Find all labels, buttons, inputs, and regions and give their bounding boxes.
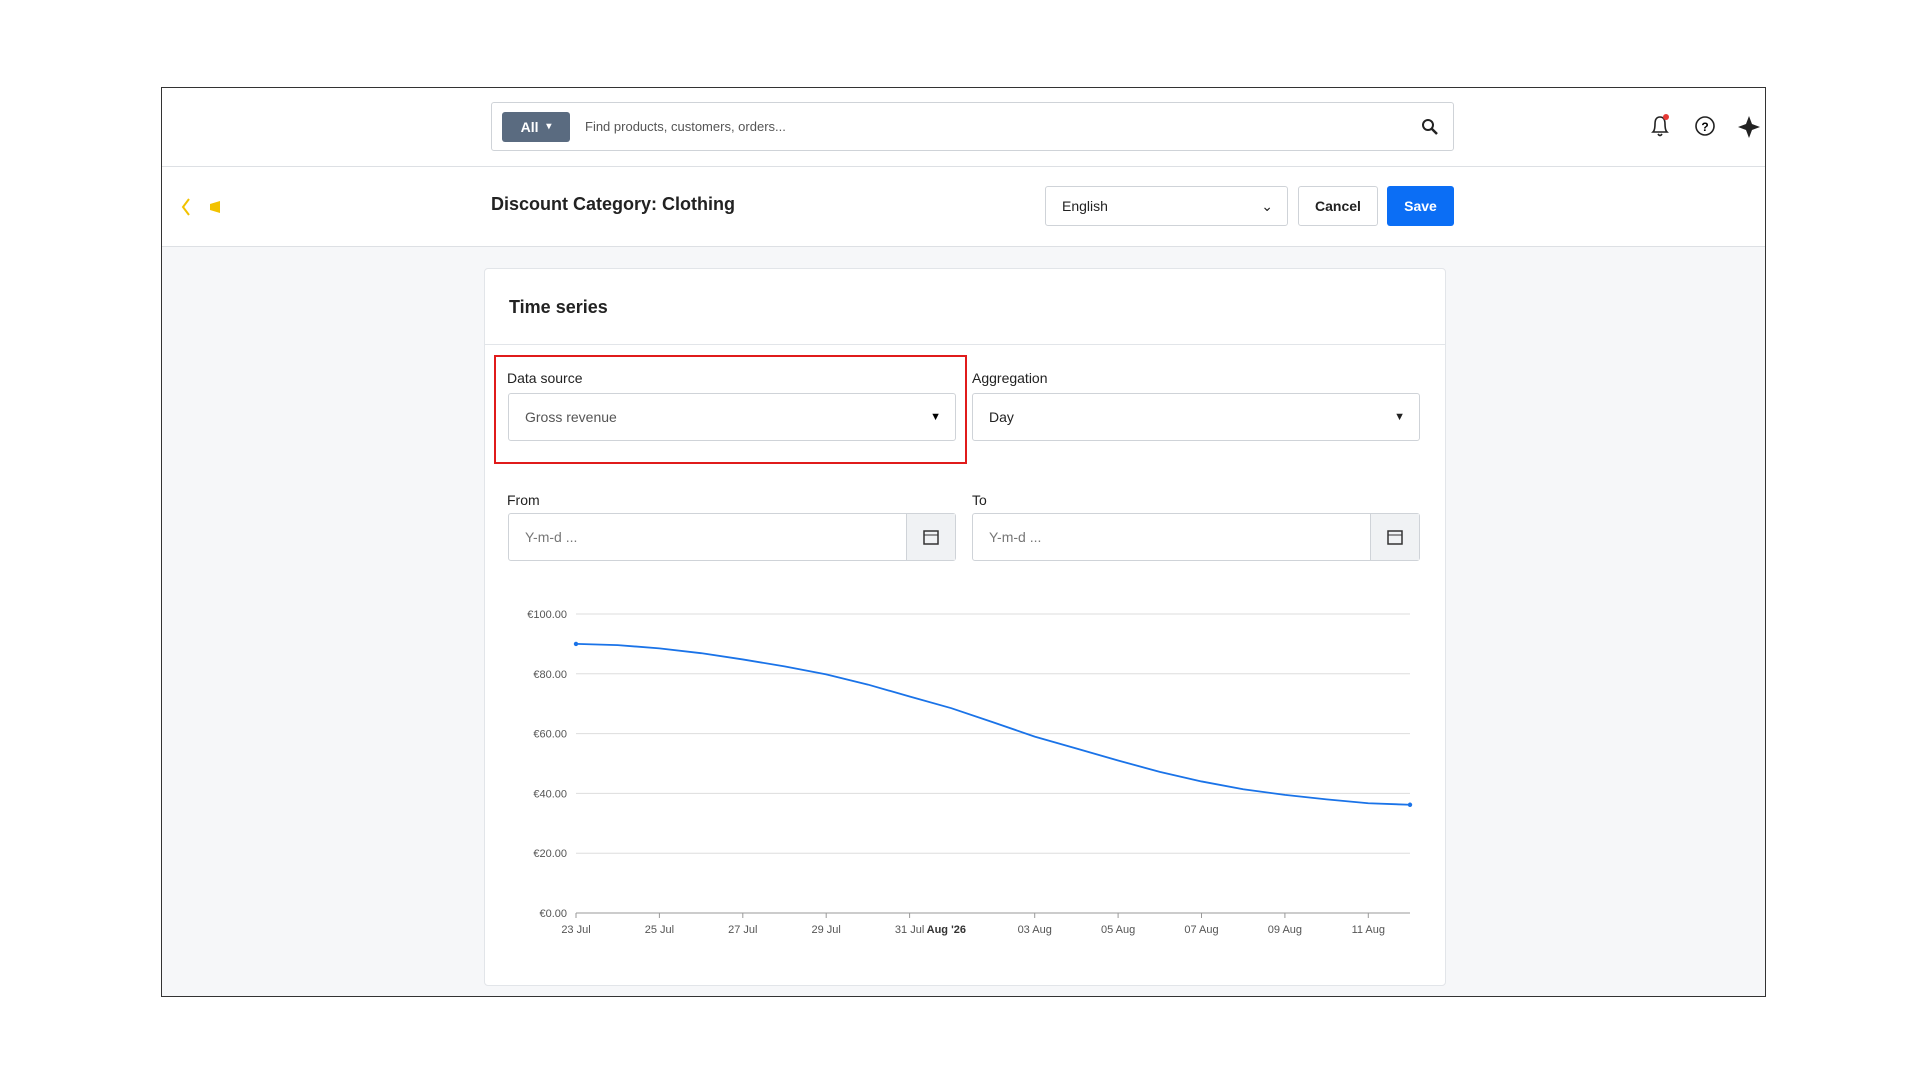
svg-text:?: ? <box>1701 120 1708 134</box>
select-value: Gross revenue <box>525 409 617 425</box>
placeholder: Y-m-d ... <box>989 529 1042 545</box>
scope-label: All <box>520 118 539 135</box>
cancel-button[interactable]: Cancel <box>1298 186 1378 226</box>
x-tick-label: 05 Aug <box>1101 924 1135 936</box>
field-label: To <box>972 492 987 508</box>
back-icons[interactable] <box>180 195 230 219</box>
x-tick-label: 31 Jul <box>895 924 924 936</box>
page-header: Discount Category: Clothing English ⌄ Can… <box>162 167 1765 247</box>
x-tick-label: Aug '26 <box>927 924 966 936</box>
y-tick-label: €20.00 <box>533 848 567 860</box>
field-label: From <box>507 492 540 508</box>
y-tick-label: €100.00 <box>527 609 567 621</box>
x-tick-label: 03 Aug <box>1018 924 1052 936</box>
divider <box>485 344 1445 345</box>
aggregation-select[interactable]: Day ▼ <box>972 393 1420 441</box>
language-value: English <box>1062 198 1108 214</box>
x-tick-label: 29 Jul <box>812 924 841 936</box>
from-input[interactable]: Y-m-d ... <box>508 513 956 561</box>
app-window: All ▾ Find products, customers, orders..… <box>161 87 1766 997</box>
y-tick-label: €0.00 <box>539 908 567 920</box>
search-icon[interactable] <box>1421 118 1439 136</box>
highlight-box <box>494 355 967 464</box>
to-input[interactable]: Y-m-d ... <box>972 513 1420 561</box>
save-button[interactable]: Save <box>1387 186 1454 226</box>
select-value: Day <box>989 409 1014 425</box>
x-tick-label: 11 Aug <box>1352 924 1385 936</box>
end-point <box>573 641 579 647</box>
x-tick-label: 07 Aug <box>1184 924 1218 936</box>
top-bar: All ▾ Find products, customers, orders..… <box>162 88 1765 167</box>
field-label: Aggregation <box>972 370 1048 386</box>
field-label: Data source <box>507 370 583 386</box>
series-line <box>575 643 1411 806</box>
search-bar[interactable]: All ▾ Find products, customers, orders..… <box>491 102 1454 151</box>
y-tick-label: €80.00 <box>533 669 567 681</box>
page-title: Discount Category: Clothing <box>491 194 735 214</box>
x-tick-label: 27 Jul <box>728 924 757 936</box>
x-tick-label: 09 Aug <box>1268 924 1302 936</box>
top-icons[interactable]: ? <box>1647 112 1766 142</box>
y-tick-label: €40.00 <box>533 788 567 800</box>
end-point <box>1407 802 1413 807</box>
placeholder: Y-m-d ... <box>525 529 578 545</box>
language-select[interactable]: English ⌄ <box>1045 186 1288 226</box>
x-tick-label: 23 Jul <box>561 924 590 936</box>
search-placeholder: Find products, customers, orders... <box>585 119 786 134</box>
data-source-select[interactable]: Gross revenue ▼ <box>508 393 956 441</box>
x-tick-label: 25 Jul <box>645 924 674 936</box>
card-title: Time series <box>509 297 608 317</box>
y-tick-label: €60.00 <box>533 729 567 741</box>
search-scope[interactable]: All ▾ <box>502 111 570 142</box>
